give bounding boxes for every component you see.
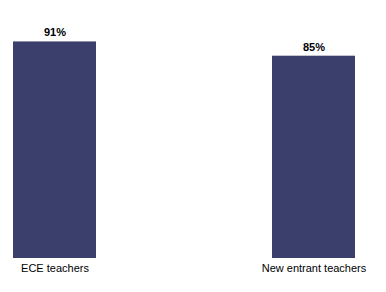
svg-text:ECE teachers: ECE teachers [21, 262, 89, 274]
svg-text:85%: 85% [303, 41, 325, 53]
svg-text:91%: 91% [44, 26, 66, 38]
svg-text:New entrant teachers: New entrant teachers [262, 262, 367, 274]
